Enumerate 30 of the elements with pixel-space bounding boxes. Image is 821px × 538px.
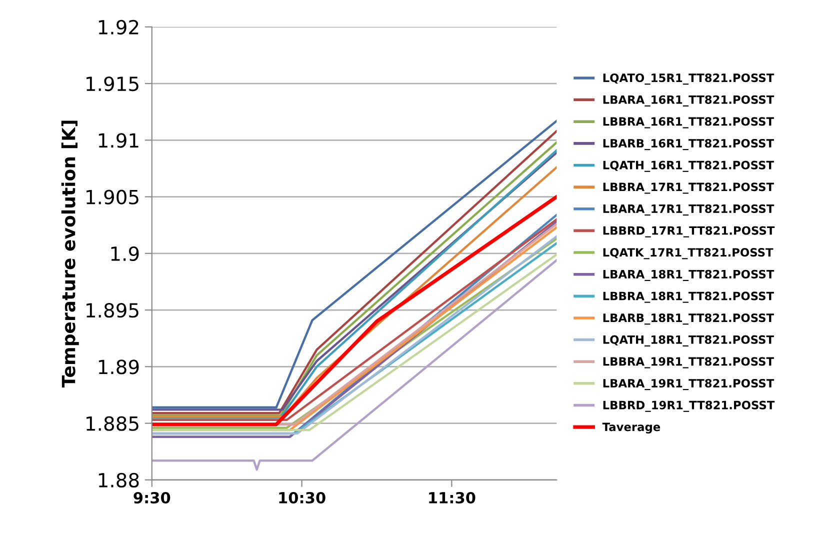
legend-label: LQATO_15R1_TT821.POSST xyxy=(603,74,774,85)
x-tick-label: 10:30 xyxy=(279,492,326,504)
y-tick-label: 1.89 xyxy=(98,360,139,374)
y-tick-label: 1.9 xyxy=(111,246,139,262)
y-tick-label: 1.895 xyxy=(86,302,138,318)
legend-label: LQATH_18R1_TT821.POSST xyxy=(603,335,774,346)
y-tick-label: 1.885 xyxy=(86,416,138,431)
y-tick-label: 1.92 xyxy=(98,20,138,35)
legend-label: LQATK_17R1_TT821.POSST xyxy=(603,248,774,260)
y-tick-label: 1.905 xyxy=(86,190,138,204)
legend-label: LBARA_17R1_TT821.POSST xyxy=(603,204,774,216)
legend-label: LBARB_16R1_TT821.POSST xyxy=(603,138,774,150)
y-tick-label: 1.88 xyxy=(98,472,139,488)
legend-label: LBBRA_17R1_TT821.POSST xyxy=(603,182,774,194)
legend-label: LBBRA_18R1_TT821.POSST xyxy=(603,292,774,303)
legend-label: LBARA_19R1_TT821.POSST xyxy=(603,378,774,390)
legend-label: Taverage xyxy=(602,422,660,434)
legend-label: LBARA_18R1_TT821.POSST xyxy=(603,270,774,281)
y-tick-label: 1.91 xyxy=(98,133,138,148)
y-tick-label: 1.915 xyxy=(86,76,138,92)
x-tick-label: 9:30 xyxy=(134,492,170,504)
legend-label: LQATH_16R1_TT821.POSST xyxy=(603,160,774,172)
legend-label: LBBRD_19R1_TT821.POSST xyxy=(603,400,775,412)
legend-label: LBBRD_17R1_TT821.POSST xyxy=(603,226,775,238)
legend-label: LBARB_18R1_TT821.POSST xyxy=(603,313,774,325)
legend-label: LBBRA_16R1_TT821.POSST xyxy=(603,117,774,128)
legend-label: LBARA_16R1_TT821.POSST xyxy=(603,95,774,106)
legend-label: LBBRA_19R1_TT821.POSST xyxy=(603,357,774,368)
x-tick-label: 11:30 xyxy=(429,492,476,504)
y-axis-title: Temperature evolution [K] xyxy=(61,120,79,388)
